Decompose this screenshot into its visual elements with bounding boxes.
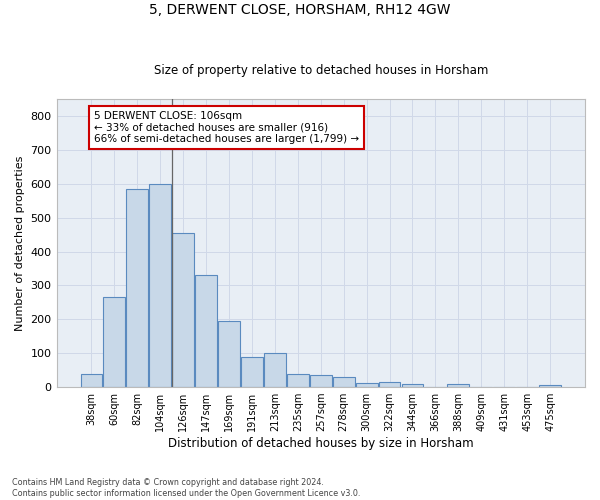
Bar	[195, 275, 217, 387]
X-axis label: Distribution of detached houses by size in Horsham: Distribution of detached houses by size …	[168, 437, 473, 450]
Bar	[379, 382, 400, 387]
Bar	[310, 375, 332, 387]
Bar	[287, 374, 309, 387]
Bar	[149, 184, 171, 387]
Bar	[80, 374, 103, 387]
Bar	[539, 386, 561, 387]
Text: 5, DERWENT CLOSE, HORSHAM, RH12 4GW: 5, DERWENT CLOSE, HORSHAM, RH12 4GW	[149, 2, 451, 16]
Bar	[172, 233, 194, 387]
Bar	[241, 356, 263, 387]
Bar	[218, 321, 240, 387]
Bar	[401, 384, 424, 387]
Bar	[356, 383, 377, 387]
Bar	[264, 353, 286, 387]
Bar	[448, 384, 469, 387]
Title: Size of property relative to detached houses in Horsham: Size of property relative to detached ho…	[154, 64, 488, 77]
Y-axis label: Number of detached properties: Number of detached properties	[15, 156, 25, 330]
Text: 5 DERWENT CLOSE: 106sqm
← 33% of detached houses are smaller (916)
66% of semi-d: 5 DERWENT CLOSE: 106sqm ← 33% of detache…	[94, 111, 359, 144]
Bar	[127, 189, 148, 387]
Text: Contains HM Land Registry data © Crown copyright and database right 2024.
Contai: Contains HM Land Registry data © Crown c…	[12, 478, 361, 498]
Bar	[103, 298, 125, 387]
Bar	[333, 377, 355, 387]
